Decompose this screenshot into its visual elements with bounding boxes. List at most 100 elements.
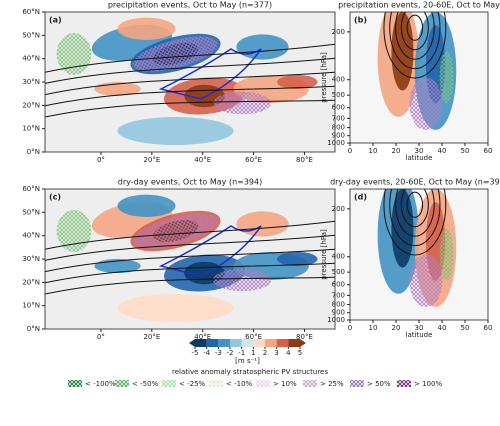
y-tick-label: 700	[332, 291, 345, 299]
jet-contour	[45, 248, 335, 273]
colorbar-label: [m s⁻¹]	[235, 357, 260, 365]
field-blob	[213, 268, 272, 292]
jet-contour	[45, 99, 335, 118]
y-tick-label: 800	[332, 124, 345, 132]
y-tick-label: 60°N	[22, 185, 40, 193]
x-tick-label: 80°E	[296, 333, 313, 341]
colorbar-tick-label: 3	[274, 349, 278, 357]
legend-label: < -10%	[226, 380, 253, 388]
y-tick-label: 900	[332, 132, 345, 140]
legend-swatch	[350, 380, 364, 387]
colorbar-tick-label: -2	[227, 349, 234, 357]
colorbar-tick-label: 1	[251, 349, 255, 357]
y-tick-label: 60°N	[22, 8, 40, 16]
legend-label: < -25%	[179, 380, 206, 388]
jet-contour	[383, 189, 447, 256]
colorbar-tick-label: -5	[192, 349, 199, 357]
y-tick-label: 50°N	[22, 208, 40, 216]
legend-swatch	[115, 380, 129, 387]
jet-contour	[406, 14, 424, 41]
field-blob	[409, 254, 443, 307]
jet-contour	[45, 234, 335, 261]
x-tick-label: 10	[369, 324, 378, 332]
y-tick-label: 900	[332, 309, 345, 317]
colorbar-tick-label: -3	[215, 349, 222, 357]
panel-title: dry-day events, 20-60E, Oct to May (n=39…	[330, 178, 500, 187]
y-tick-label: 500	[332, 268, 345, 276]
jet-contour	[45, 276, 335, 295]
x-tick-label: 10	[369, 147, 378, 155]
x-tick-label: 40	[438, 147, 447, 155]
jet-contour	[395, 189, 435, 237]
legend-label: > 50%	[367, 380, 391, 388]
y-tick-label: 200	[332, 28, 345, 36]
colorbar-extend-low	[189, 339, 195, 347]
y-tick-label: 20°N	[22, 101, 40, 109]
jet-contour	[45, 57, 335, 84]
legend-swatch	[68, 380, 82, 387]
panel-title: dry-day events, Oct to May (n=394)	[118, 178, 262, 187]
y-tick-label: 0°N	[27, 325, 40, 333]
jet-contour	[45, 43, 335, 73]
y-tick-label: 0°N	[27, 148, 40, 156]
panel-field	[45, 12, 335, 152]
panel-label: (b)	[354, 16, 367, 25]
x-tick-label: 80°E	[296, 156, 313, 164]
legend-swatch	[256, 380, 270, 387]
jet-contour	[389, 12, 441, 70]
colorbar-cell	[206, 339, 219, 347]
field-blob	[277, 252, 318, 266]
y-tick-label: 30°N	[22, 255, 40, 263]
x-tick-label: 30	[415, 324, 424, 332]
colorbar-cell	[265, 339, 277, 347]
field-blob	[133, 36, 218, 72]
x-tick-label: 50	[461, 324, 470, 332]
x-tick-label: 60°E	[245, 156, 262, 164]
field-blob	[117, 294, 234, 322]
field-blob	[236, 34, 289, 60]
x-tick-label: 60°E	[245, 333, 262, 341]
x-tick-label: 40	[438, 324, 447, 332]
blue-contour	[158, 48, 262, 100]
y-tick-label: 50°N	[22, 31, 40, 39]
x-tick-label: 40°E	[194, 333, 211, 341]
legend-swatch	[303, 380, 317, 387]
colorbar-cell	[288, 339, 300, 347]
y-axis-label: pressure [hPa]	[320, 52, 328, 103]
y-tick-label: 30°N	[22, 78, 40, 86]
legend-swatch	[162, 380, 176, 387]
y-tick-label: 40°N	[22, 232, 40, 240]
x-axis-label: latitude	[406, 154, 433, 162]
field-blob	[133, 213, 218, 249]
colorbar-tick-label: -4	[203, 349, 211, 357]
panel-field	[350, 12, 488, 143]
field-blob	[56, 210, 92, 252]
field-blob	[117, 17, 176, 40]
y-tick-label: 200	[332, 205, 345, 213]
field-blob	[277, 75, 318, 89]
jet-contour	[45, 262, 335, 284]
x-tick-label: 20	[392, 147, 401, 155]
x-axis-label: latitude	[406, 331, 433, 339]
y-tick-label: 500	[332, 91, 345, 99]
legend-label: < -100%	[85, 380, 116, 388]
field-blob	[409, 77, 443, 130]
legend-label: > 100%	[414, 380, 442, 388]
field-blob	[56, 33, 92, 75]
jet-contour	[45, 85, 335, 107]
y-tick-label: 20°N	[22, 278, 40, 286]
x-tick-label: 0	[348, 324, 352, 332]
legend-title: relative anomaly stratospheric PV struct…	[172, 368, 328, 376]
x-tick-label: 30	[415, 147, 424, 155]
x-tick-label: 60	[484, 147, 493, 155]
legend-swatch	[209, 380, 223, 387]
x-tick-label: 50	[461, 147, 470, 155]
x-tick-label: 0°	[97, 333, 105, 341]
jet-contour	[45, 71, 335, 96]
y-tick-label: 400	[332, 253, 345, 261]
jet-contour	[389, 189, 441, 247]
colorbar-cell	[253, 339, 265, 347]
panel-label: (c)	[49, 193, 61, 202]
y-tick-label: 10°N	[22, 125, 40, 133]
